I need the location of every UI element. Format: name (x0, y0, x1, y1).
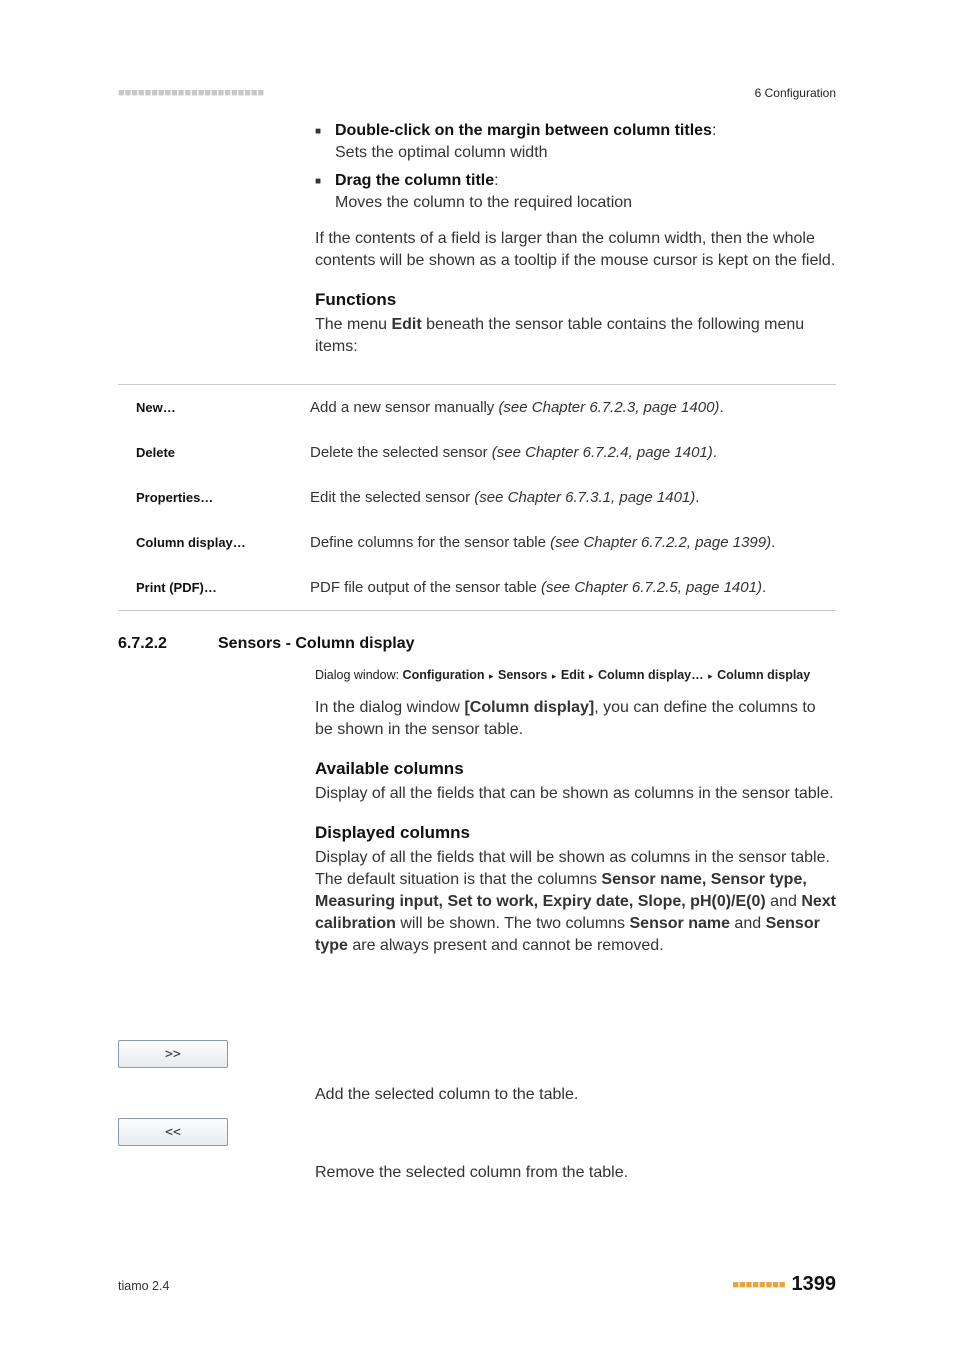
remove-icon-label: << (165, 1125, 181, 1140)
bullet-marker-icon: ■ (315, 120, 325, 164)
chevron-right-icon: ▸ (484, 671, 498, 681)
functions-intro: The menu Edit beneath the sensor table c… (315, 314, 836, 358)
bullet-title: Double-click on the margin between colum… (335, 122, 712, 139)
bullet-item: ■ Double-click on the margin between col… (315, 120, 836, 164)
remove-caption-wrap: Remove the selected column from the tabl… (315, 1162, 836, 1184)
available-columns-text: Display of all the fields that can be sh… (315, 783, 836, 805)
menu-label: Delete (136, 444, 310, 461)
menu-desc: Add a new sensor manually (see Chapter 6… (310, 399, 836, 416)
menu-desc: Edit the selected sensor (see Chapter 6.… (310, 489, 836, 506)
section-number: 6.7.2.2 (118, 635, 218, 653)
displayed-columns-heading: Displayed columns (315, 823, 836, 843)
remove-button-caption: Remove the selected column from the tabl… (315, 1162, 836, 1184)
menu-row-properties: Properties… Edit the selected sensor (se… (118, 475, 836, 520)
section-heading-row: 6.7.2.2 Sensors - Column display (118, 635, 836, 653)
displayed-columns-text: Display of all the fields that will be s… (315, 847, 836, 957)
menu-label: Print (PDF)… (136, 579, 310, 596)
upper-content: ■ Double-click on the margin between col… (315, 120, 836, 366)
dialog-breadcrumb: Dialog window: Configuration ▸ Sensors ▸… (315, 666, 836, 685)
bullet-body: Drag the column title: Moves the column … (335, 170, 632, 214)
page: ■■■■■■■■■■■■■■■■■■■■■■ 6 Configuration ■… (0, 0, 954, 1350)
menu-row-print-pdf: Print (PDF)… PDF file output of the sens… (118, 565, 836, 610)
bullet-body: Double-click on the margin between colum… (335, 120, 716, 164)
remove-column-button[interactable]: << (118, 1118, 228, 1146)
menu-label: New… (136, 399, 310, 416)
header-chapter: 6 Configuration (755, 86, 836, 100)
bullet-desc: Moves the column to the required locatio… (335, 194, 632, 211)
available-columns-heading: Available columns (315, 759, 836, 779)
column-display-intro: In the dialog window [Column display], y… (315, 697, 836, 741)
edit-menu-table: New… Add a new sensor manually (see Chap… (118, 384, 836, 611)
tooltip-note: If the contents of a field is larger tha… (315, 228, 836, 272)
chevron-right-icon: ▸ (547, 671, 561, 681)
menu-label: Properties… (136, 489, 310, 506)
column-tips-list: ■ Double-click on the margin between col… (315, 120, 836, 214)
bullet-title: Drag the column title (335, 172, 494, 189)
functions-heading: Functions (315, 290, 836, 310)
bullet-marker-icon: ■ (315, 170, 325, 214)
menu-row-delete: Delete Delete the selected sensor (see C… (118, 430, 836, 475)
menu-desc: Delete the selected sensor (see Chapter … (310, 444, 836, 461)
functions-section: Functions The menu Edit beneath the sens… (315, 290, 836, 358)
page-header: ■■■■■■■■■■■■■■■■■■■■■■ 6 Configuration (118, 86, 836, 100)
add-icon-label: >> (165, 1047, 181, 1062)
page-footer: tiamo 2.4 ■■■■■■■■ 1399 (118, 1273, 836, 1296)
menu-label: Column display… (136, 534, 310, 551)
menu-row-column-display: Column display… Define columns for the s… (118, 520, 836, 565)
add-button-caption: Add the selected column to the table. (315, 1084, 836, 1106)
section-body: Dialog window: Configuration ▸ Sensors ▸… (315, 666, 836, 975)
chevron-right-icon: ▸ (585, 671, 599, 681)
add-column-button[interactable]: >> (118, 1040, 228, 1068)
add-caption-wrap: Add the selected column to the table. (315, 1084, 836, 1106)
chevron-right-icon: ▸ (704, 671, 718, 681)
menu-desc: Define columns for the sensor table (see… (310, 534, 836, 551)
footer-page-wrap: ■■■■■■■■ 1399 (732, 1273, 836, 1296)
menu-row-new: New… Add a new sensor manually (see Chap… (118, 385, 836, 430)
bullet-desc: Sets the optimal column width (335, 144, 548, 161)
footer-product: tiamo 2.4 (118, 1279, 169, 1293)
footer-page-number: 1399 (792, 1273, 837, 1295)
bullet-item: ■ Drag the column title: Moves the colum… (315, 170, 836, 214)
menu-desc: PDF file output of the sensor table (see… (310, 579, 836, 596)
divider (118, 610, 836, 611)
section-title: Sensors - Column display (218, 635, 414, 653)
footer-dots: ■■■■■■■■ (732, 1279, 785, 1291)
header-dots: ■■■■■■■■■■■■■■■■■■■■■■ (118, 87, 264, 99)
